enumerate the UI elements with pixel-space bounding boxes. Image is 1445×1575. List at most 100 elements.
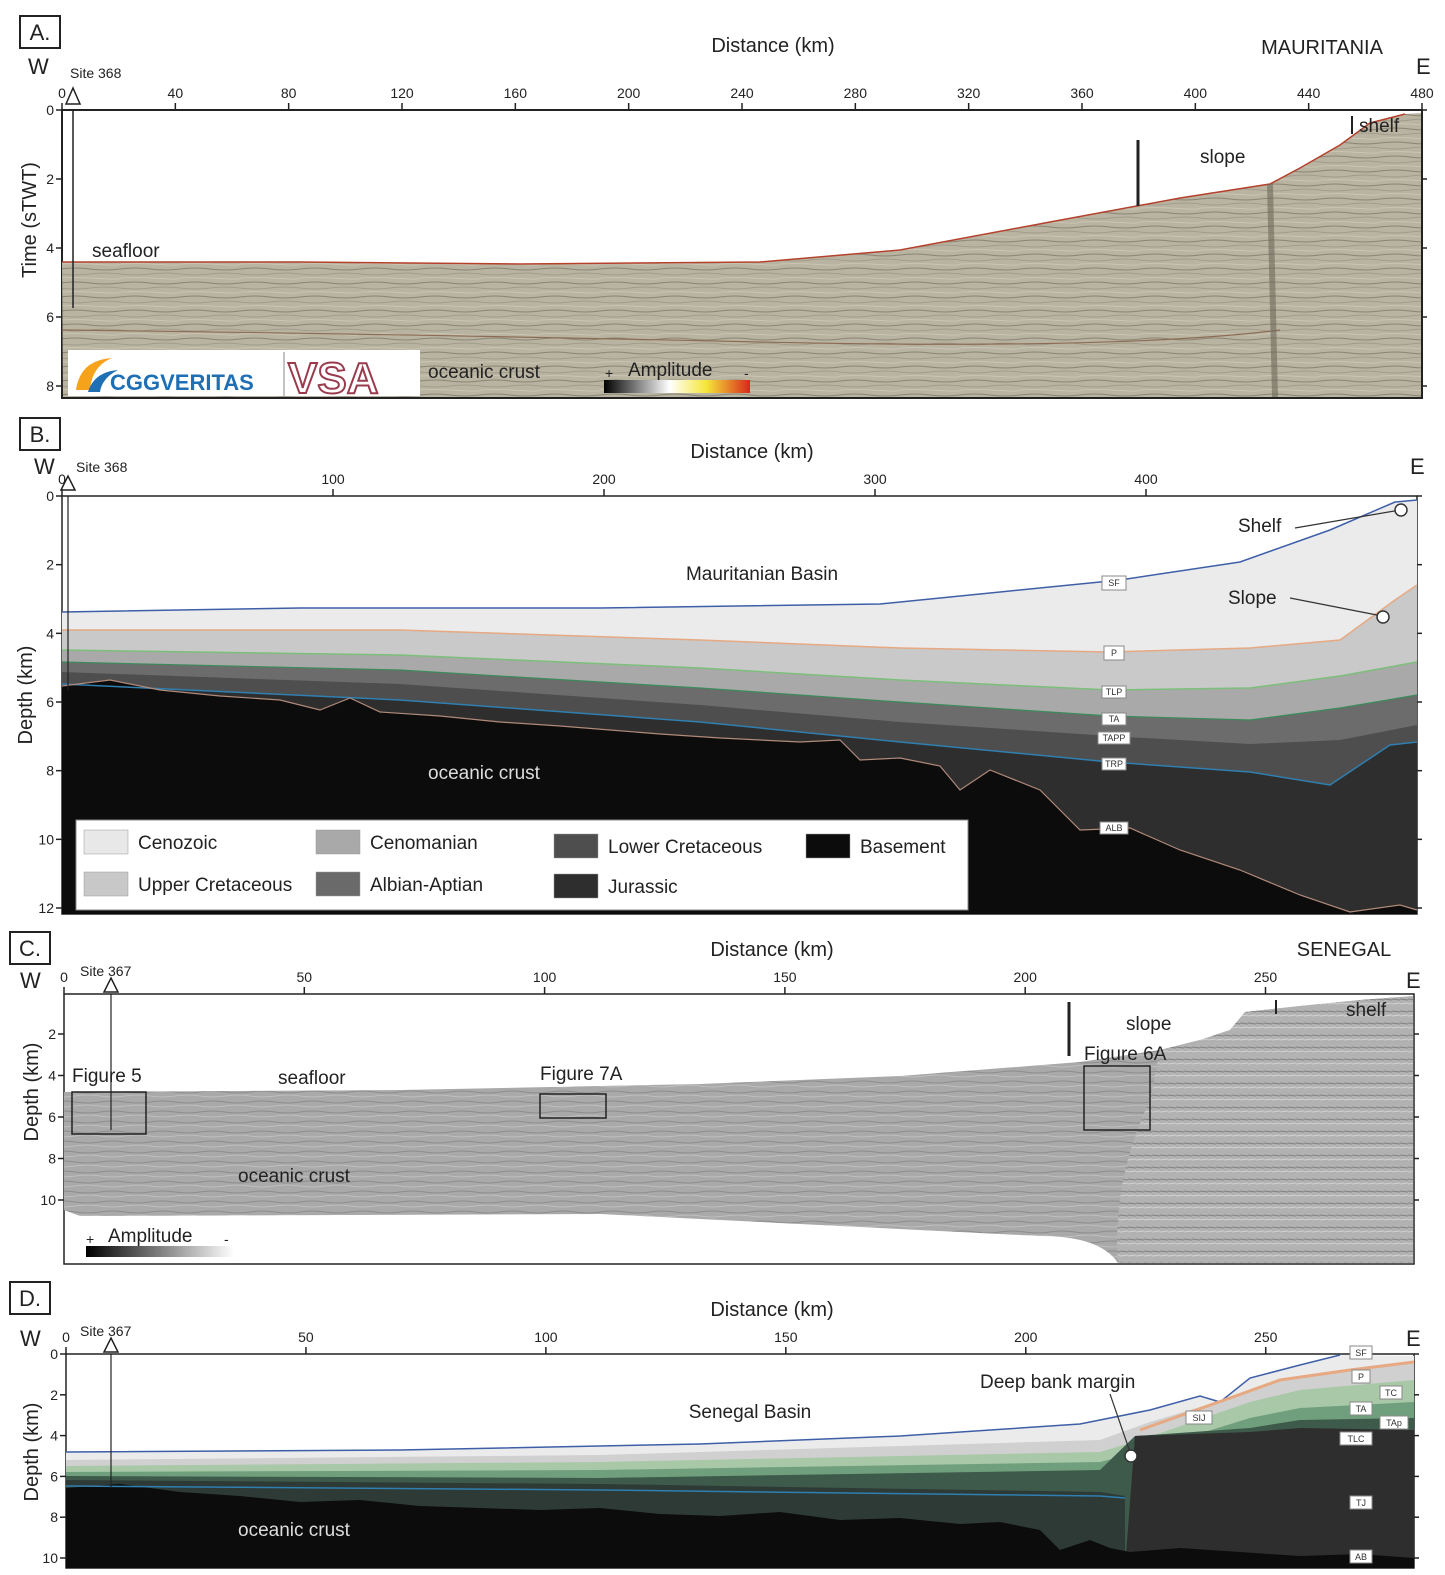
panel-a-amp-label: Amplitude: [628, 360, 713, 381]
panel-a-amp-minus: -: [744, 365, 749, 381]
panel-b-shelf-leader: [1294, 509, 1401, 529]
panel-a-logo-partner: VSA: [288, 354, 378, 403]
panel-c-seafloor-label: seafloor: [278, 1068, 346, 1089]
y-tick-label: 10: [42, 1550, 58, 1566]
panel-a-west: W: [28, 54, 49, 79]
x-tick-label: 40: [168, 85, 184, 101]
panel-b-slope-label: Slope: [1228, 588, 1277, 609]
panel-a-shelf-label: shelf: [1359, 116, 1400, 137]
panel-d-margin-point: [1124, 1449, 1138, 1463]
panel-c-amp-plus: +: [86, 1231, 94, 1247]
legend-swatch: [315, 871, 361, 897]
x-tick-label: 0: [60, 969, 68, 985]
y-tick-label: 8: [50, 1509, 58, 1525]
x-tick-label: 400: [1134, 471, 1158, 487]
panel-b-y-title: Depth (km): [15, 646, 37, 745]
panel-a-amp-plus: +: [605, 365, 613, 381]
panel-c-region: SENEGAL: [1297, 939, 1391, 961]
panel-a-shelf-break: [1267, 183, 1278, 398]
panel-d-letter-box: [9, 1281, 51, 1315]
panel-a-letter: A.: [30, 20, 51, 45]
panel-b-west: W: [34, 454, 55, 479]
panel-a-seismic: [62, 113, 1421, 397]
panel-a-logo-company: CGGVERITAS: [110, 370, 254, 395]
panel-c-figure-7a-box: [539, 1093, 607, 1119]
panel-a-x-title: Distance (km): [711, 35, 834, 57]
panel-c-amp-bar: [86, 1246, 234, 1257]
y-tick-label: 0: [46, 102, 54, 118]
x-tick-label: 250: [1254, 969, 1278, 985]
panel-b-letter-box: [19, 417, 61, 451]
panel-c-slope-label: slope: [1126, 1014, 1171, 1035]
x-tick-label: 250: [1254, 1329, 1278, 1345]
legend-label: Cenozoic: [138, 833, 217, 854]
panel-a-slope-label: slope: [1200, 147, 1245, 168]
panel-d-crust-label: oceanic crust: [238, 1520, 351, 1541]
panel-a-crust-reflector: [61, 329, 1281, 345]
y-tick-label: 6: [50, 1468, 58, 1484]
x-tick-label: 120: [390, 85, 414, 101]
panel-d-tag-sf: SF: [1355, 1348, 1367, 1358]
panel-b-shelf-label: Shelf: [1238, 516, 1282, 537]
panel-b-basement-line: [61, 679, 1418, 913]
panel-a-crust-label: oceanic crust: [428, 362, 541, 383]
x-tick-label: 50: [298, 1329, 314, 1345]
panel-b-tag-tapp: TAPP: [1103, 733, 1126, 743]
panel-c-figure-5-label: Figure 5: [72, 1066, 142, 1087]
panel-a-logo-box: [68, 350, 420, 396]
panel-d-west: W: [20, 1326, 41, 1351]
panel-a-seafloor-label: seafloor: [92, 241, 160, 262]
x-tick-label: 100: [321, 471, 345, 487]
panel-b-east: E: [1410, 454, 1425, 479]
panel-a-ticks: 0 40 80 120 160 200 240 280 320 360 400 440 480 0 2 4 6 8: [46, 85, 1434, 394]
panel-b-crust-label: oceanic crust: [428, 763, 541, 784]
panel-c-y-title: Depth (km): [21, 1043, 43, 1142]
legend-swatch: [805, 833, 851, 859]
panel-b-legend: Cenozoic Cenomanian Lower Cretaceous Baseme…: [75, 819, 969, 911]
panel-d-tj-line: [65, 1485, 1126, 1499]
panel-b-site-marker: [59, 474, 77, 491]
panel-c: C. W E Distance (km) SENEGAL Site 367 Fi…: [9, 931, 1421, 1265]
x-tick-label: 0: [58, 471, 66, 487]
panel-d-horizon-tags: SF P TC TA TAp TLC TJ AB SIJ: [1185, 1345, 1409, 1564]
panel-c-crust-label: oceanic crust: [238, 1166, 351, 1187]
panel-b-tag-trp: TRP: [1105, 759, 1123, 769]
panel-a-amp-bar: [604, 380, 750, 393]
x-tick-label: 160: [504, 85, 528, 101]
x-tick-label: 150: [773, 969, 797, 985]
x-tick-label: 300: [863, 471, 887, 487]
legend-label: Albian-Aptian: [370, 875, 483, 896]
y-tick-label: 12: [38, 900, 54, 916]
panel-b-letter: B.: [30, 422, 51, 447]
legend-label: Jurassic: [608, 877, 678, 898]
panel-b-tag-tlp: TLP: [1106, 687, 1123, 697]
panel-c-east: E: [1406, 968, 1421, 993]
panel-a-site: Site 368: [70, 65, 122, 81]
y-tick-label: 4: [46, 240, 54, 256]
panel-b-basin-label: Mauritanian Basin: [686, 564, 838, 585]
panel-b-slope-point: [1376, 610, 1390, 624]
x-tick-label: 100: [533, 969, 557, 985]
legend-swatch: [553, 873, 599, 899]
panel-c-figure-6a-label: Figure 6A: [1084, 1044, 1167, 1065]
x-tick-label: 440: [1297, 85, 1321, 101]
panel-a-seafloor-line: [62, 113, 1406, 265]
y-tick-label: 4: [46, 625, 54, 641]
panel-b-tlp-line: [61, 649, 1418, 691]
panel-d-tag-ta: TA: [1356, 1404, 1367, 1414]
panel-d-tag-tap: TAp: [1386, 1418, 1402, 1428]
panel-a-letter-box: [19, 15, 61, 49]
panel-c-figure-7a-label: Figure 7A: [540, 1064, 623, 1085]
y-tick-label: 0: [50, 1346, 58, 1362]
x-tick-label: 280: [844, 85, 868, 101]
legend-swatch: [315, 829, 361, 855]
y-tick-label: 6: [46, 309, 54, 325]
panel-b-ticks: 0 100 200 300 400 0 2 4 6 8 10 12: [38, 471, 1422, 916]
panel-c-seismic: [64, 996, 1413, 1263]
y-tick-label: 8: [46, 378, 54, 394]
panel-c-site-marker: [102, 976, 120, 993]
legend-label: Lower Cretaceous: [608, 837, 762, 858]
x-tick-label: 240: [730, 85, 754, 101]
panel-a-logo-mark: [76, 358, 112, 390]
